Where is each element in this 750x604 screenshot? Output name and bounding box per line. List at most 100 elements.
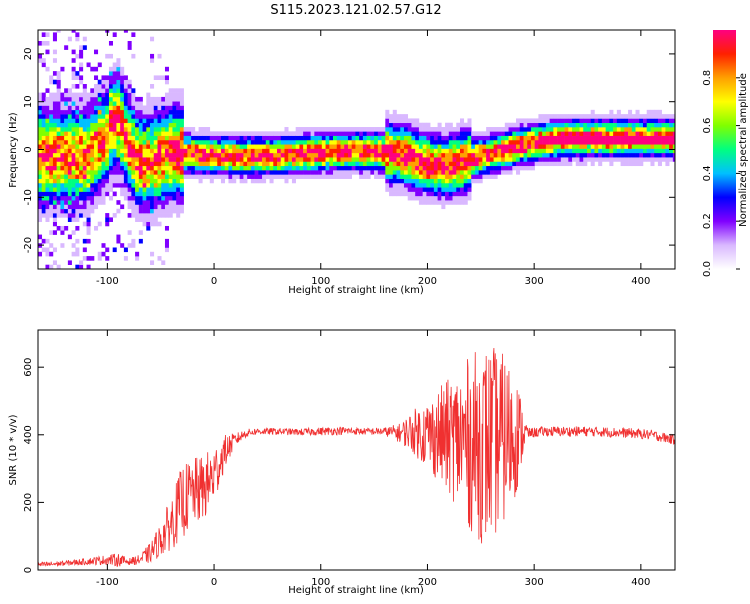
heatmap-cell xyxy=(605,114,610,119)
heatmap-cell xyxy=(366,152,371,158)
heatmap-cell xyxy=(120,243,125,248)
heatmap-cell xyxy=(430,131,435,136)
heatmap-cell xyxy=(86,161,91,167)
heatmap-cell xyxy=(161,105,166,111)
heatmap-cell xyxy=(415,174,420,179)
heatmap-cell xyxy=(138,170,143,175)
heatmap-cell xyxy=(366,157,371,162)
heatmap-cell xyxy=(79,53,84,59)
heatmap-cell xyxy=(370,131,375,136)
heatmap-cell xyxy=(351,152,356,158)
heatmap-cell xyxy=(90,256,95,261)
heatmap-cell xyxy=(430,174,435,179)
heatmap-cell xyxy=(273,148,278,154)
heatmap-cell xyxy=(75,105,80,111)
heatmap-cell xyxy=(460,161,465,167)
heatmap-cell xyxy=(403,165,409,171)
heatmap-cell xyxy=(97,62,102,68)
heatmap-cell xyxy=(385,127,390,132)
heatmap-cell xyxy=(407,139,412,145)
heatmap-cell xyxy=(52,71,57,76)
heatmap-cell xyxy=(389,187,394,192)
heatmap-cell xyxy=(351,148,356,154)
heatmap-cell xyxy=(422,148,427,154)
heatmap-cell xyxy=(41,135,46,141)
heatmap-cell xyxy=(120,178,125,184)
heatmap-cell xyxy=(333,139,338,145)
heatmap-cell xyxy=(601,152,606,158)
heatmap-cell xyxy=(396,170,401,175)
heatmap-cell xyxy=(38,105,43,111)
heatmap-cell xyxy=(112,75,117,81)
heatmap-cell xyxy=(613,144,618,149)
heatmap-cell xyxy=(123,114,128,119)
heatmap-cell xyxy=(52,96,57,102)
heatmap-cell xyxy=(403,191,409,197)
heatmap-cell xyxy=(385,114,390,119)
heatmap-cell xyxy=(273,174,278,179)
heatmap-cell xyxy=(105,122,110,128)
heatmap-cell xyxy=(157,256,162,261)
heatmap-cell xyxy=(60,187,65,192)
heatmap-cell xyxy=(112,182,117,188)
heatmap-cell xyxy=(67,109,72,115)
heatmap-cell xyxy=(123,144,128,149)
heatmap-cell xyxy=(493,144,498,149)
heatmap-cell xyxy=(101,84,106,89)
heatmap-cell xyxy=(407,122,412,128)
heatmap-cell xyxy=(411,174,416,179)
heatmap-cell xyxy=(41,165,46,171)
heatmap-cell xyxy=(598,127,603,132)
heatmap-cell xyxy=(64,109,69,115)
heatmap-cell xyxy=(131,101,136,106)
heatmap-cell xyxy=(400,174,405,179)
heatmap-cell xyxy=(669,122,674,128)
heatmap-cell xyxy=(616,114,621,119)
heatmap-cell xyxy=(108,66,113,72)
heatmap-cell xyxy=(415,131,420,136)
heatmap-cell xyxy=(52,200,57,205)
heatmap-cell xyxy=(135,161,140,167)
heatmap-cell xyxy=(164,238,169,244)
heatmap-cell xyxy=(452,182,457,188)
heatmap-cell xyxy=(269,152,274,158)
heatmap-cell xyxy=(460,178,465,184)
heatmap-cell xyxy=(198,174,203,179)
heatmap-cell xyxy=(135,191,140,197)
heatmap-cell xyxy=(131,213,136,218)
colorbar-tick-label: 0.4 xyxy=(702,165,713,181)
heatmap-cell xyxy=(75,114,80,119)
heatmap-cell xyxy=(613,122,618,128)
heatmap-cell xyxy=(489,161,494,167)
heatmap-cell xyxy=(67,135,72,141)
heatmap-cell xyxy=(142,127,147,132)
heatmap-cell xyxy=(135,178,140,184)
heatmap-cell xyxy=(359,127,364,132)
heatmap-cell xyxy=(97,114,102,119)
heatmap-cell xyxy=(67,139,72,145)
heatmap-cell xyxy=(150,195,155,201)
heatmap-cell xyxy=(135,165,140,171)
heatmap-cell xyxy=(94,139,99,145)
heatmap-cell xyxy=(71,230,76,235)
heatmap-cell xyxy=(486,139,491,145)
heatmap-cell xyxy=(120,101,125,106)
heatmap-cell xyxy=(265,157,270,162)
heatmap-cell xyxy=(306,139,311,145)
heatmap-cell xyxy=(471,165,476,171)
heatmap-cell xyxy=(545,161,550,167)
heatmap-cell xyxy=(116,84,121,89)
heatmap-cell xyxy=(101,187,106,192)
heatmap-cell xyxy=(75,217,80,222)
heatmap-cell xyxy=(127,165,132,171)
heatmap-cell xyxy=(437,195,442,201)
heatmap-cell xyxy=(594,139,599,145)
heatmap-cell xyxy=(381,157,386,162)
heatmap-cell xyxy=(38,234,43,240)
heatmap-cell xyxy=(314,174,319,179)
heatmap-cell xyxy=(150,58,155,63)
heatmap-cell xyxy=(605,135,610,141)
heatmap-cell xyxy=(441,148,446,154)
heatmap-cell xyxy=(142,144,147,149)
heatmap-cell xyxy=(123,122,128,128)
